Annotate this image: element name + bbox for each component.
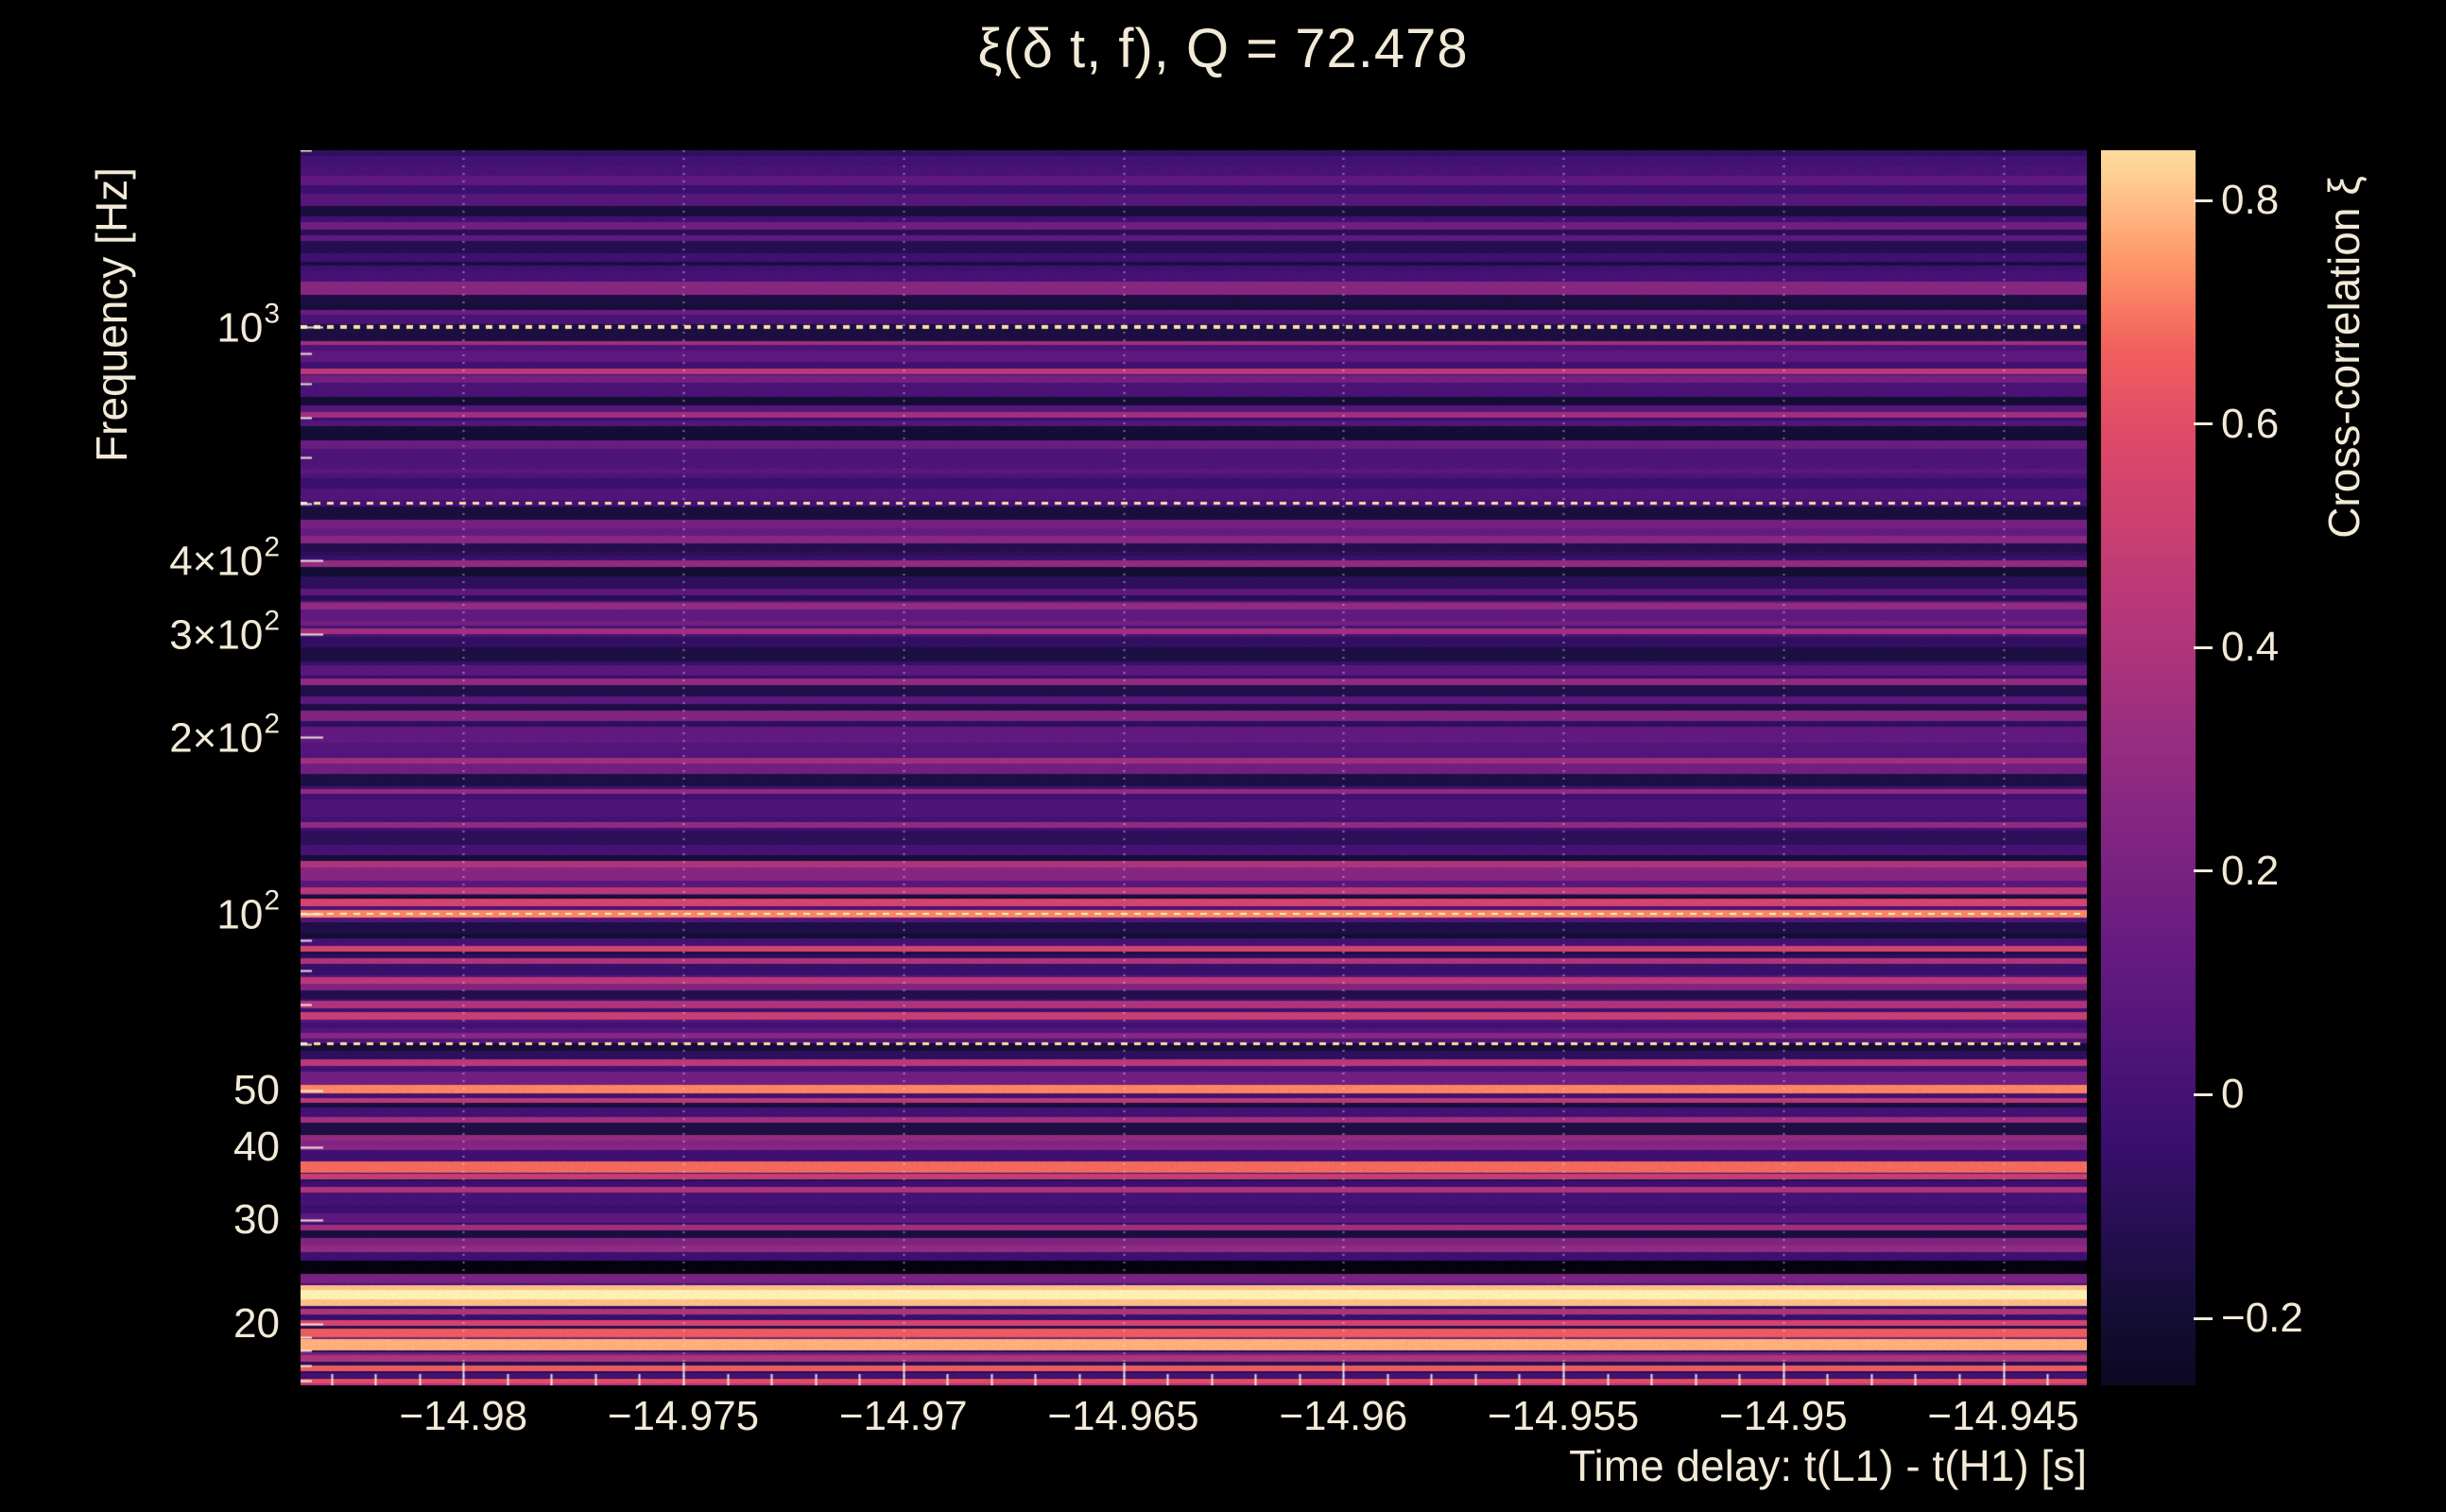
y-tick-label: 3×102 — [169, 605, 280, 658]
colorbar-tick-label: 0.8 — [2221, 177, 2280, 224]
colorbar-tick-label: 0.4 — [2221, 624, 2280, 671]
colorbar-tick-label: 0.2 — [2221, 847, 2280, 894]
colorbar-tick-label: 0 — [2221, 1071, 2245, 1118]
y-tick-label: 40 — [233, 1123, 280, 1170]
colorbar-label: Cross-correlation ξ — [2319, 176, 2368, 539]
colorbar-tick-mark — [2194, 1316, 2213, 1320]
x-tick-label: −14.95 — [1718, 1393, 1848, 1439]
x-tick-label: −14.965 — [1047, 1393, 1199, 1439]
x-tick-label: −14.945 — [1927, 1393, 2079, 1439]
heatmap-canvas — [301, 150, 2087, 1385]
colorbar — [2101, 150, 2196, 1385]
y-tick-label: 4×102 — [169, 531, 280, 585]
chart-title: ξ(δ t, f), Q = 72.478 — [977, 18, 1469, 79]
y-tick-label: 2×102 — [169, 708, 280, 762]
x-axis-label: Time delay: t(L1) - t(H1) [s] — [1569, 1441, 2087, 1490]
y-axis-label: Frequency [Hz] — [87, 167, 136, 462]
x-tick-label: −14.96 — [1279, 1393, 1408, 1439]
x-tick-label: −14.955 — [1487, 1393, 1640, 1439]
colorbar-tick-mark — [2194, 869, 2213, 873]
colorbar-tick-mark — [2194, 198, 2213, 202]
y-tick-label: 50 — [233, 1066, 280, 1113]
y-tick-label: 102 — [216, 885, 280, 938]
colorbar-tick-mark — [2194, 422, 2213, 426]
colorbar-tick-mark — [2194, 1092, 2213, 1096]
colorbar-tick-mark — [2194, 645, 2213, 649]
x-tick-label: −14.98 — [399, 1393, 528, 1439]
y-tick-label: 103 — [216, 298, 280, 352]
y-tick-label: 20 — [233, 1299, 280, 1347]
x-tick-label: −14.975 — [607, 1393, 760, 1439]
y-tick-label: 30 — [233, 1196, 280, 1244]
colorbar-tick-label: −0.2 — [2221, 1295, 2303, 1342]
colorbar-tick-label: 0.6 — [2221, 400, 2280, 447]
x-tick-label: −14.97 — [838, 1393, 968, 1439]
